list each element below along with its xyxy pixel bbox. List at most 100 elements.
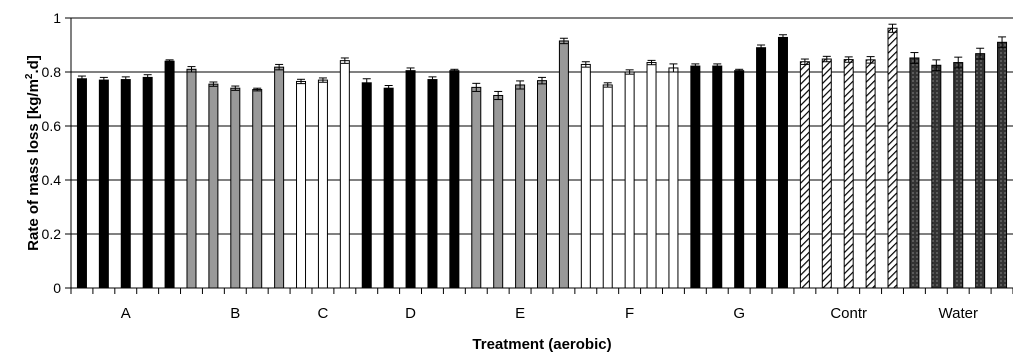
error-bar [713,63,722,69]
error-bar [559,37,568,45]
bar-contr-2 [821,58,832,289]
bar-b-2 [208,83,219,289]
error-bar [406,67,415,74]
bar-d-2 [383,87,394,289]
bar-b-5 [274,66,285,289]
x-axis-title: Treatment (aerobic) [472,336,611,353]
error-bar [669,63,678,73]
error-bar [340,57,349,64]
bar-d-5 [449,70,460,289]
error-bar [472,82,481,92]
bar-c-2 [317,79,328,289]
y-axis-title: Rate of mass loss [kg/m2.d] [24,55,42,251]
bar-g-3 [734,70,745,289]
error-bar [691,63,700,69]
error-bar [888,23,897,33]
error-bar [778,34,787,41]
error-bar [954,56,963,69]
error-bar [932,59,941,72]
bar-c-3 [339,60,350,289]
bar-contr-5 [887,27,898,289]
bar-g-2 [712,65,723,289]
bar-e-1 [471,86,482,289]
bar-e-4 [537,80,547,289]
error-bar [581,61,590,68]
bar-water-4 [975,53,986,289]
error-bar [77,75,86,82]
error-bar [362,78,371,88]
error-bar [165,59,174,64]
bar-d-1 [361,82,372,289]
error-bar [757,44,766,51]
bar-b-3 [230,87,241,289]
bar-b-1 [186,68,197,289]
bar-b-4 [252,89,263,289]
x-group-label: A [121,305,131,322]
error-bar [603,82,612,88]
bar-water-1 [909,57,920,289]
axes [65,17,1013,294]
error-bar [99,76,108,84]
error-bar [910,52,919,64]
x-group-label: G [733,305,745,322]
x-group-label: D [405,305,416,322]
bar-d-3 [405,70,416,289]
y-tick-label: 0.6 [42,118,62,134]
bar-e-2 [493,94,504,289]
bar-a-4 [142,76,153,289]
bar-a-3 [120,79,131,289]
error-bar [822,55,831,63]
error-bar [450,68,459,73]
error-bar [516,80,525,90]
error-bar [318,77,327,83]
bar-e-3 [515,84,526,289]
bar-e-5 [558,40,569,289]
bar-contr-4 [865,59,876,289]
error-bar [494,90,503,101]
bars [76,23,1008,289]
error-bar [209,81,218,87]
bar-g-4 [756,47,767,289]
tick-labels: 0 0.2 0.4 0.6 0.8 1 A B C D E F G Contr Water [42,10,978,322]
error-bar [253,87,262,92]
bar-d-4 [427,79,438,289]
error-bar [297,78,306,85]
bar-f-2 [602,84,613,289]
x-group-label: F [625,305,634,322]
error-bar [625,69,634,75]
error-bar [976,47,985,60]
error-bar [998,36,1007,49]
x-group-label: Water [939,305,978,322]
error-bar [428,76,437,83]
error-bar [800,58,809,65]
y-tick-label: 0.2 [42,226,62,242]
bar-c-1 [296,80,307,289]
bar-water-5 [997,41,1008,289]
error-bar [143,74,152,81]
bar-water-3 [953,62,964,289]
error-bar [735,68,744,73]
x-group-label: B [230,305,240,322]
bar-a-1 [76,78,87,289]
error-bar [231,85,240,91]
error-bar [844,56,853,63]
y-tick-label: 1 [53,10,61,26]
error-bar [187,66,196,73]
y-tick-label: 0 [53,280,61,296]
bar-g-5 [777,36,788,289]
x-group-label: Contr [830,305,867,322]
error-bar [866,56,875,64]
error-bar [538,76,546,85]
bar-a-2 [98,79,109,289]
y-tick-label: 0.4 [42,172,62,188]
bar-f-4 [646,62,657,289]
bar-water-2 [931,64,942,289]
y-tick-label: 0.8 [42,64,62,80]
error-bar [275,63,284,71]
x-group-label: E [515,305,525,322]
x-group-label: C [318,305,329,322]
error-bar [647,59,656,66]
bar-f-3 [624,71,635,289]
